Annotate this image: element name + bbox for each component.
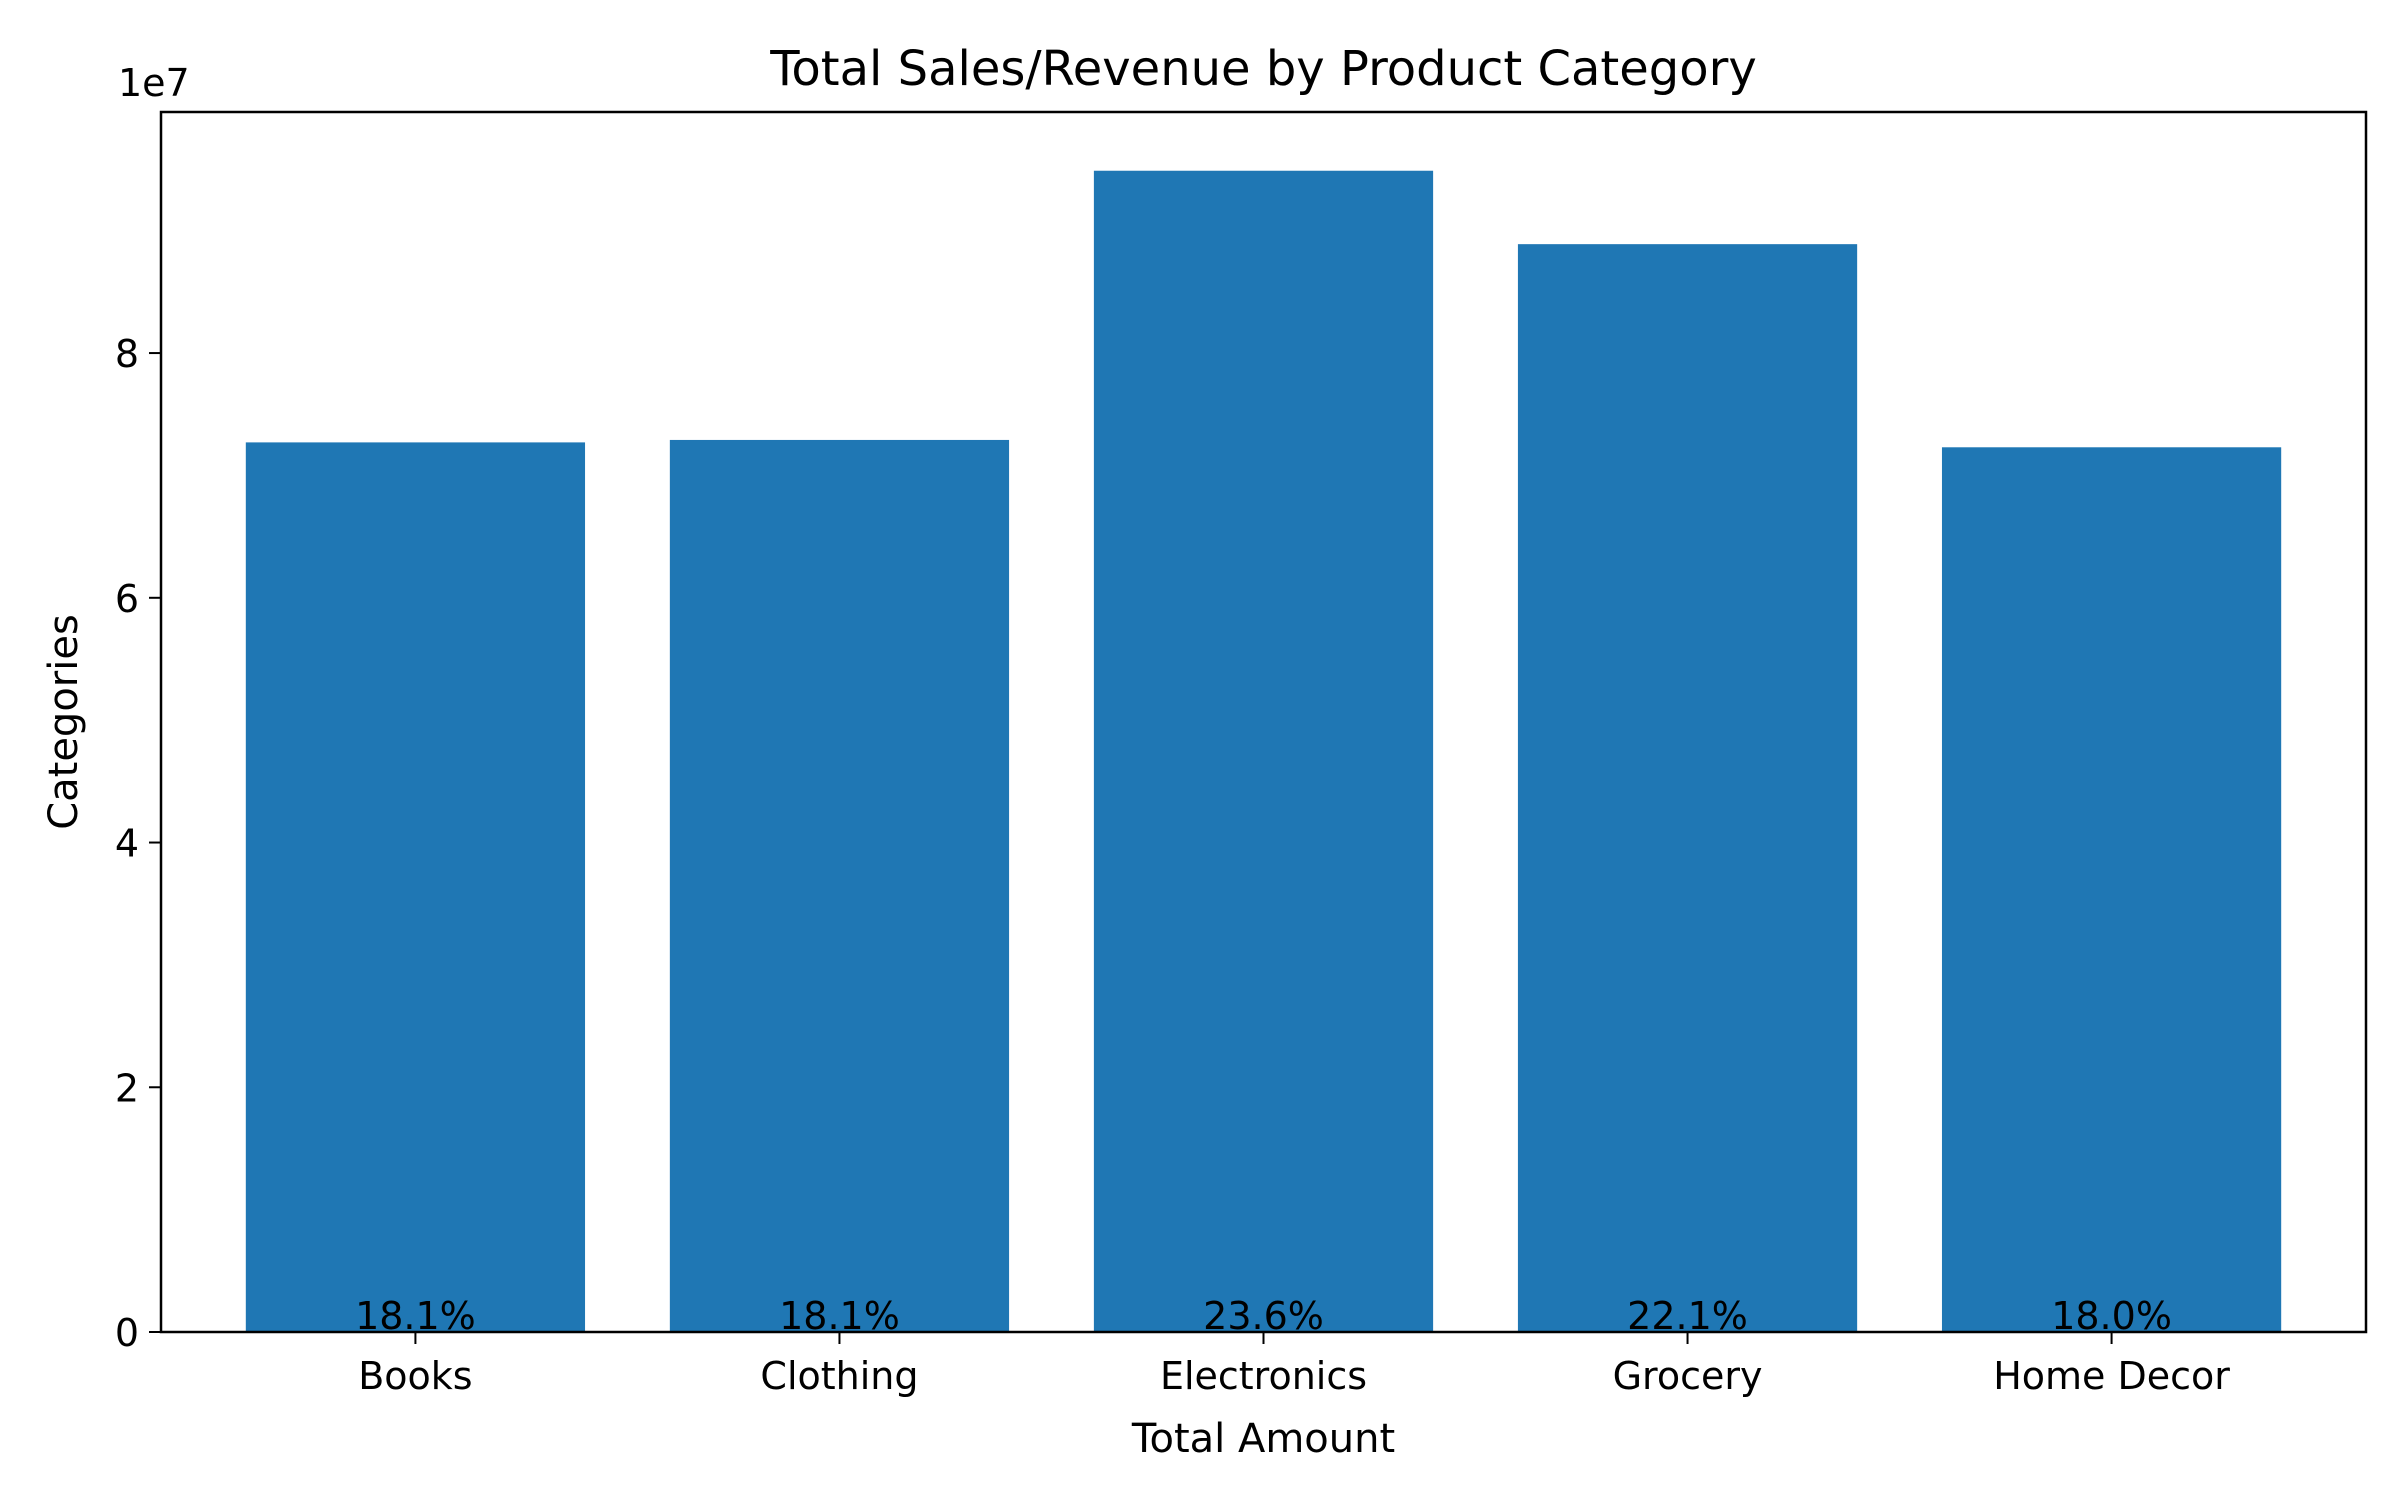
y-tick-label-8: 8: [115, 332, 139, 376]
bar-grocery: [1517, 244, 1858, 1332]
bar-electronics: [1093, 170, 1434, 1332]
bar-books: [245, 442, 586, 1332]
bar-clothing: [669, 439, 1010, 1332]
bars-layer: [245, 170, 2282, 1332]
y-tick-label-0: 0: [115, 1311, 139, 1355]
x-tick-label-books: Books: [358, 1354, 472, 1398]
y-tick-label-4: 4: [115, 822, 139, 866]
chart-title: Total Sales/Revenue by Product Category: [769, 41, 1756, 97]
y-axis-label: Categories: [41, 614, 87, 830]
bar-labels-layer: 18.1% 18.1% 23.6% 22.1% 18.0%: [355, 1294, 2172, 1338]
x-tick-label-clothing: Clothing: [760, 1354, 918, 1398]
y-axis-ticks: 0 2 4 6 8: [115, 332, 161, 1355]
y-tick-label-6: 6: [115, 577, 139, 621]
x-axis-label: Total Amount: [1131, 1416, 1395, 1462]
bar-home-decor: [1941, 447, 2282, 1332]
bar-label-grocery: 22.1%: [1627, 1294, 1748, 1338]
x-axis-ticks: Books Clothing Electronics Grocery Home Deco…: [358, 1332, 2230, 1398]
y-axis-offset-label: 1e7: [118, 61, 190, 105]
bar-label-electronics: 23.6%: [1203, 1294, 1324, 1338]
bar-label-clothing: 18.1%: [779, 1294, 900, 1338]
x-tick-label-home-decor: Home Decor: [1993, 1354, 2230, 1398]
bar-label-home-decor: 18.0%: [2051, 1294, 2172, 1338]
x-tick-label-grocery: Grocery: [1613, 1354, 1763, 1398]
bar-label-books: 18.1%: [355, 1294, 476, 1338]
x-tick-label-electronics: Electronics: [1160, 1354, 1367, 1398]
y-tick-label-2: 2: [115, 1066, 139, 1110]
